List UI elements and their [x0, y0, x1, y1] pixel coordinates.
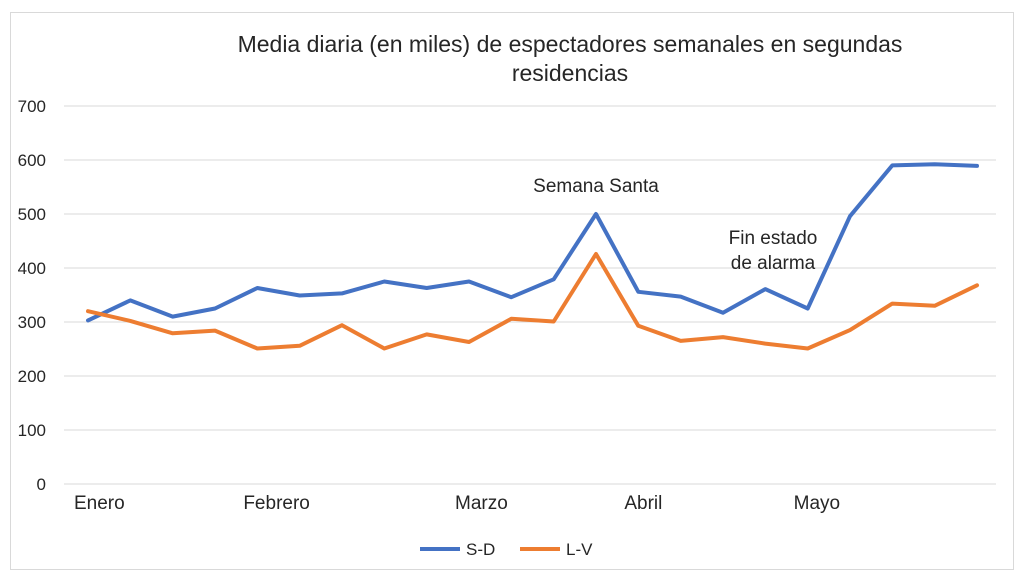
y-tick-label: 200 — [18, 367, 46, 386]
series-line-L-V — [86, 252, 979, 351]
x-tick-label: Marzo — [455, 493, 508, 514]
chart-title: Media diaria (en miles) de espectadores … — [237, 31, 903, 86]
x-tick-label: Mayo — [794, 493, 840, 514]
x-tick-label: Febrero — [243, 493, 310, 514]
annotation-fin-estado-alarma: Fin estado — [729, 228, 818, 249]
annotation-semana-santa: Semana Santa — [533, 176, 659, 197]
x-tick-label: Enero — [74, 493, 125, 514]
series-line-S-D — [86, 162, 979, 323]
y-tick-label: 0 — [37, 475, 46, 494]
y-tick-label: 400 — [18, 259, 46, 278]
y-tick-label: 300 — [18, 313, 46, 332]
y-tick-label: 500 — [18, 205, 46, 224]
chart-frame — [10, 12, 1014, 570]
legend-label: S-D — [466, 540, 495, 559]
y-tick-label: 100 — [18, 421, 46, 440]
y-tick-label: 700 — [18, 97, 46, 116]
x-tick-label: Abril — [624, 493, 662, 514]
annotation-fin-estado-alarma: de alarma — [731, 253, 816, 274]
y-tick-label: 600 — [18, 151, 46, 170]
legend-label: L-V — [566, 540, 593, 559]
